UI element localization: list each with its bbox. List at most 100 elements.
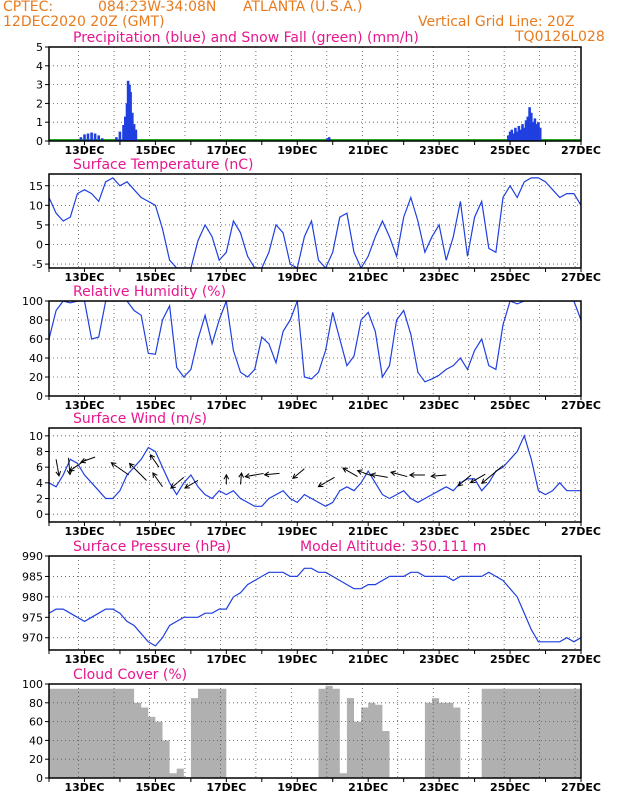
x-tick-label: 19DEC <box>277 399 317 412</box>
x-tick-label: 25DEC <box>490 525 530 538</box>
precip-bar <box>327 137 331 141</box>
x-tick-label: 25DEC <box>490 781 530 794</box>
x-tick-label: 21DEC <box>348 781 388 794</box>
wind-arrowhead <box>430 473 437 479</box>
y-tick-label: 990 <box>22 550 43 563</box>
precip-bar <box>517 126 521 141</box>
wind-arrow <box>292 468 305 479</box>
x-tick-label: 17DEC <box>206 525 246 538</box>
precip-bar <box>523 127 526 141</box>
wind-arrowhead <box>170 483 176 489</box>
wind-arrowhead <box>55 470 62 477</box>
precip-bar <box>132 124 136 141</box>
y-tick-label: 980 <box>22 591 43 604</box>
y-tick-label: 8 <box>36 446 43 459</box>
wind-arrow <box>68 457 71 475</box>
precip-bar <box>129 92 132 141</box>
wind-arrow <box>80 456 96 463</box>
y-tick-label: 60 <box>29 716 43 729</box>
y-tick-label: 5 <box>36 41 43 54</box>
precip-bar <box>134 129 138 141</box>
y-tick-label: 0 <box>36 135 43 148</box>
y-tick-label: 10 <box>29 430 43 443</box>
panel-title: Surface Pressure (hPa) <box>73 539 231 555</box>
precip-bar <box>90 132 93 141</box>
panel-3: Surface Wind (m/s) 0 2 4 6 8 10 13DEC 15DEC 17DEC… <box>29 411 601 538</box>
x-tick-label: 19DEC <box>277 144 317 157</box>
precip-bar <box>510 129 514 141</box>
y-tick-label: 0 <box>36 772 43 785</box>
wind-arrowhead <box>152 472 158 479</box>
x-tick-label: 23DEC <box>419 399 459 412</box>
x-tick-label: 17DEC <box>206 271 246 284</box>
series-line <box>49 567 581 647</box>
wind-arrow <box>470 473 486 484</box>
precip-bar <box>507 135 510 141</box>
panel-frame <box>48 173 582 269</box>
precip-bar <box>512 133 515 141</box>
wind-arrowhead <box>244 473 251 479</box>
precip-bar <box>524 120 528 141</box>
y-tick-label: 20 <box>29 753 43 766</box>
wind-arrow <box>357 470 372 477</box>
x-tick-label: 19DEC <box>277 781 317 794</box>
x-tick-label: 15DEC <box>135 653 175 666</box>
x-tick-label: 23DEC <box>419 144 459 157</box>
panel-title: Cloud Cover (%) <box>73 667 187 683</box>
x-tick-label: 25DEC <box>490 399 530 412</box>
precip-bar <box>97 135 100 141</box>
wind-arrowhead <box>223 473 230 480</box>
precip-bar <box>115 137 118 141</box>
x-tick-label: 13DEC <box>64 271 104 284</box>
wind-arrow <box>457 474 472 487</box>
wind-arrow <box>431 474 447 477</box>
wind-arrowhead <box>457 480 464 487</box>
header-code: TQ0126L028 <box>515 29 605 45</box>
x-tick-label: 21DEC <box>348 399 388 412</box>
wind-arrow <box>55 459 60 476</box>
wind-arrowhead <box>342 467 349 473</box>
panel-2: Relative Humidity (%) 0 20 40 60 80 100 13DEC 15… <box>22 284 601 412</box>
x-tick-label: 15DEC <box>135 525 175 538</box>
panel-title: Precipitation (blue) and Snow Fall (gree… <box>73 30 419 46</box>
x-tick-label: 21DEC <box>348 271 388 284</box>
y-tick-label: 40 <box>29 352 43 365</box>
series-line <box>49 301 581 383</box>
wind-arrow <box>264 472 280 476</box>
wind-arrowhead <box>408 472 415 478</box>
y-tick-label: 1 <box>36 116 43 129</box>
wind-arrowhead <box>66 469 73 476</box>
precip-bar <box>86 133 90 141</box>
x-tick-label: 27DEC <box>561 525 601 538</box>
x-tick-label: 23DEC <box>419 653 459 666</box>
header-grid-note: Vertical Grid Line: 20Z <box>418 14 575 30</box>
wind-arrow <box>371 473 388 478</box>
x-tick-label: 13DEC <box>64 525 104 538</box>
wind-arrowhead <box>317 482 324 488</box>
y-tick-label: 3 <box>36 79 43 92</box>
y-tick-label: 0 <box>36 239 43 252</box>
x-tick-label: 15DEC <box>135 271 175 284</box>
x-tick-label: 27DEC <box>561 271 601 284</box>
panel-4: Surface Pressure (hPa) Model Altitude: 35… <box>22 539 601 666</box>
precip-bar <box>519 129 522 141</box>
wind-arrow <box>152 472 163 488</box>
precip-bar <box>538 127 542 141</box>
y-tick-label: 970 <box>22 632 43 645</box>
precip-bar <box>131 112 134 141</box>
y-tick-label: 80 <box>29 314 43 327</box>
y-tick-label: 10 <box>29 199 43 212</box>
precip-bar <box>530 112 533 141</box>
x-tick-label: 19DEC <box>277 271 317 284</box>
wind-arrowhead <box>370 472 377 478</box>
panel-frame <box>48 427 582 523</box>
x-tick-label: 21DEC <box>348 653 388 666</box>
y-tick-label: 985 <box>22 570 43 583</box>
precip-bar <box>515 131 519 141</box>
precip-bar <box>533 118 537 141</box>
precip-bar <box>100 138 104 141</box>
panel-subtitle: Model Altitude: 350.111 m <box>300 539 486 555</box>
y-tick-label: 5 <box>36 219 43 232</box>
wind-arrowhead <box>238 472 244 478</box>
